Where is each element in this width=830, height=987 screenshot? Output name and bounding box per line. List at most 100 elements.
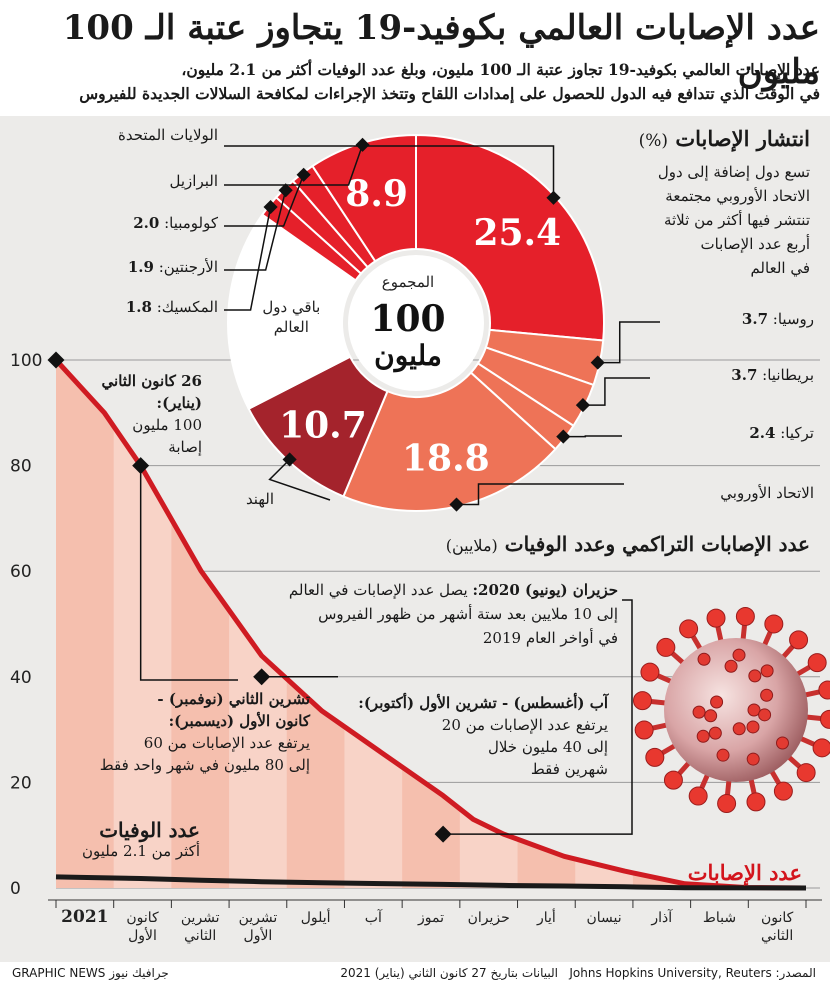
virus-spike-head [704, 709, 718, 723]
annotation-augoct: آب (أغسطس) - تشرين الأول (أكتوبر): يرتفع… [358, 694, 608, 778]
pie-center-label: المجموع [382, 273, 434, 291]
virus-spike-head [716, 748, 730, 762]
virus-spike-head [706, 608, 726, 628]
annotation-jan26: 26 كانون الثاني (يناير): 100 مليون إصابة [101, 372, 202, 456]
pie-slice-label: 18.8 [402, 438, 490, 480]
virus-spike-head [764, 614, 784, 634]
virus-spike-head [748, 669, 762, 683]
x-tick-label: تشرين [239, 910, 278, 926]
y-tick-label: 60 [10, 562, 32, 582]
virus-spike-head [732, 648, 746, 662]
pie-leader-marker [575, 398, 590, 413]
pie-leader-marker [278, 183, 293, 198]
y-tick-label: 80 [10, 457, 32, 477]
x-tick-label: تشرين [181, 910, 220, 926]
pie-leader-line [224, 206, 272, 311]
pie-label-usa: الولايات المتحدة [117, 126, 218, 144]
pie-rest-label: باقي دول [262, 298, 320, 316]
footer-date: البيانات بتاريخ 27 كانون الثاني (يناير) … [340, 966, 558, 980]
pie-center [348, 255, 484, 391]
infections-area [56, 360, 806, 888]
virus-spike-head [735, 606, 755, 626]
pie-desc-line: أربع عدد الإصابات [700, 235, 810, 253]
pie-label-eu: الاتحاد الأوروبي [720, 484, 814, 502]
x-tick-label: أيار [536, 907, 556, 926]
x-tick-label: آذار [650, 908, 673, 926]
virus-spike-head [818, 680, 830, 700]
pie-leader-marker [296, 167, 311, 182]
footer: المصدر: Johns Hopkins University, Reuter… [0, 962, 830, 987]
footer-brand: GRAPHIC NEWS جرافيك نيوز [12, 966, 169, 980]
pie-slice-label: 25.4 [473, 212, 561, 254]
pie-heading-unit: (%) [638, 131, 669, 151]
x-tick-label: الأول [244, 926, 273, 944]
pie-label-brazil: البرازيل [169, 172, 219, 190]
pie-label-uk: بريطانيا: 3.7 [731, 366, 814, 384]
pie-slice-label: 8.9 [345, 173, 408, 215]
y-tick-label: 0 [10, 879, 21, 899]
y-tick-label: 40 [10, 668, 32, 688]
x-tick-label: آب [365, 908, 383, 926]
annotation-novdec: تشرين الثاني (نوفمبر) - كانون الأول (ديس… [99, 690, 310, 774]
pie-leader-line [224, 190, 287, 271]
virus-spike-head [663, 770, 683, 790]
annotation-june: حزيران (يونيو) 2020: يصل عدد الإصابات في… [288, 581, 618, 647]
area-heading: عدد الإصابات التراكمي وعدد الوفيات (ملاي… [446, 532, 810, 556]
virus-spike-head [760, 664, 774, 678]
pie-leader-marker [590, 355, 605, 370]
pie-label-turkey: تركيا: 2.4 [749, 424, 814, 442]
pie-leader-line [597, 321, 660, 364]
pie-leader-line [224, 174, 305, 227]
virus-spike-head [760, 688, 774, 702]
x-tick-label: أيلول [301, 907, 331, 926]
virus-spike-head [645, 747, 665, 767]
virus-spike-head [820, 709, 830, 729]
pie-leader-line [456, 483, 624, 506]
virus-spike-head [732, 722, 746, 736]
infections-line [54, 358, 807, 891]
virus-spike-head [632, 691, 652, 711]
pie-leader-marker [449, 497, 464, 512]
pie-leader-line [224, 145, 555, 198]
virus-spike-head [807, 653, 827, 673]
virus-spike-head [746, 752, 760, 766]
pie-leader-line [563, 435, 622, 438]
virus-spike-head [746, 720, 760, 734]
pie-desc-line: تنتشر فيها أكثر من ثلاثة [663, 211, 810, 229]
x-tick-label: نيسان [586, 910, 621, 926]
subtitle-line-1: عدد الإصابات العالمي بكوفيد-19 تجاوز عتب… [181, 60, 820, 79]
deaths-label: عدد الوفيات [99, 818, 200, 842]
pie-center-unit: مليون [374, 339, 442, 373]
virus-spike-head [656, 637, 676, 657]
pie-leader-line [224, 144, 364, 186]
pie-leader-marker [355, 137, 370, 152]
pie-center-value: 100 [370, 298, 445, 340]
pie-leader-marker [263, 199, 278, 215]
annotation-leader [443, 599, 633, 835]
virus-spike-head [679, 619, 699, 639]
y-tick-label: 100 [10, 351, 42, 371]
virus-spike-head [775, 736, 789, 750]
pie-rest-label: العالم [274, 318, 309, 336]
pie-desc-line: في العالم [750, 259, 810, 277]
virus-spike-head [634, 720, 654, 740]
pie-label-mexico: المكسيك: 1.8 [125, 298, 218, 316]
pie-leader-line [268, 458, 331, 501]
area-heading-unit: (ملايين) [445, 536, 498, 555]
subtitle-line-2: في الوقت الذي تتدافع فيه الدول للحصول عل… [79, 84, 820, 103]
page-title: عدد الإصابات العالمي بكوفيد-19 يتجاوز عت… [62, 8, 820, 92]
virus-spike-head [697, 652, 711, 666]
virus-spike-head [796, 763, 816, 783]
pie-leader-marker [546, 190, 561, 205]
virus-spike-head [640, 662, 660, 682]
deaths-line [55, 874, 807, 891]
month-stripe [56, 360, 114, 888]
pie-heading: انتشار الإصابات (%) [639, 126, 810, 151]
virus-spike-head [710, 695, 724, 709]
x-tick-label: حزيران [468, 910, 510, 926]
pie-slice-label: 10.7 [279, 405, 367, 447]
virus-spike-head [708, 726, 722, 740]
x-tick-label: كانون [126, 910, 159, 926]
x-tick-label: الثاني [184, 928, 216, 944]
